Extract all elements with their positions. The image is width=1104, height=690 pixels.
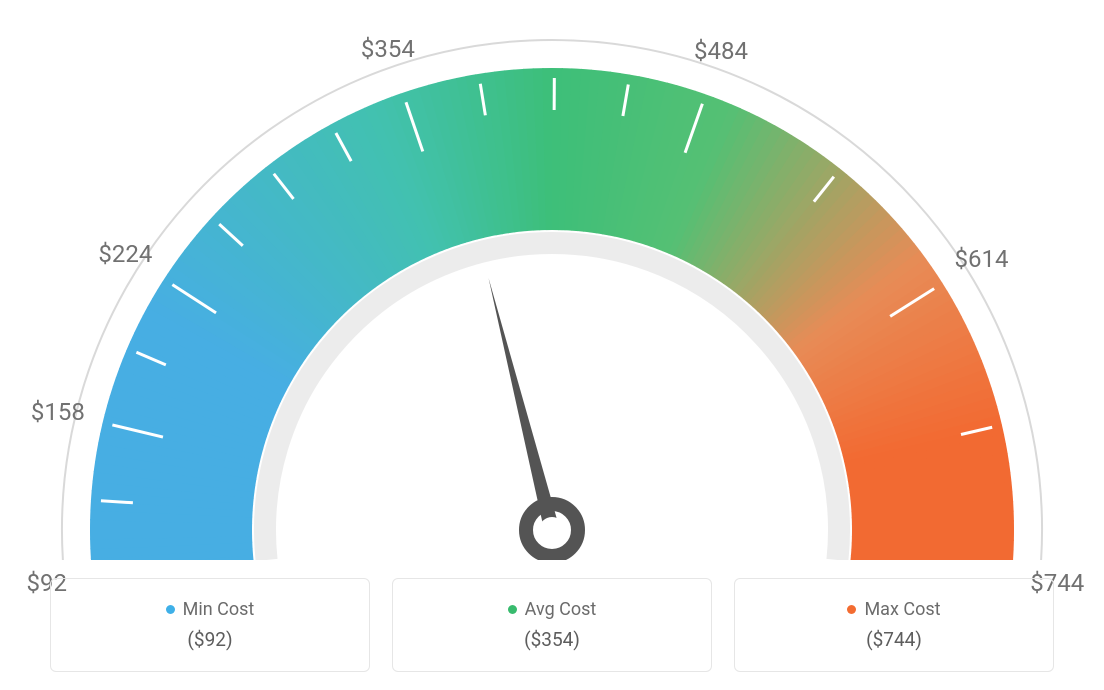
legend-label-min: Min Cost	[183, 599, 255, 620]
gauge-tick-label: $354	[361, 35, 415, 63]
legend-value-max: ($744)	[866, 628, 922, 651]
gauge-chart: $92$158$224$354$484$614$744	[0, 0, 1104, 560]
gauge-tick-label: $484	[694, 37, 748, 65]
legend-row: Min Cost ($92) Avg Cost ($354) Max Cost …	[0, 578, 1104, 672]
legend-value-min: ($92)	[187, 628, 232, 651]
gauge-tick-label: $614	[954, 245, 1008, 273]
legend-label-max: Max Cost	[864, 599, 940, 620]
legend-label-avg: Avg Cost	[525, 599, 597, 620]
legend-dot-min	[166, 605, 175, 614]
legend-label-row: Avg Cost	[508, 599, 597, 620]
gauge-tick-label: $158	[31, 398, 85, 426]
legend-dot-avg	[508, 605, 517, 614]
gauge-svg	[0, 0, 1104, 560]
legend-dot-max	[847, 605, 856, 614]
legend-card-max: Max Cost ($744)	[734, 578, 1054, 672]
legend-card-min: Min Cost ($92)	[50, 578, 370, 672]
legend-label-row: Max Cost	[847, 599, 940, 620]
legend-label-row: Min Cost	[166, 599, 255, 620]
legend-card-avg: Avg Cost ($354)	[392, 578, 712, 672]
legend-value-avg: ($354)	[524, 628, 580, 651]
gauge-tick-label: $224	[98, 240, 152, 268]
